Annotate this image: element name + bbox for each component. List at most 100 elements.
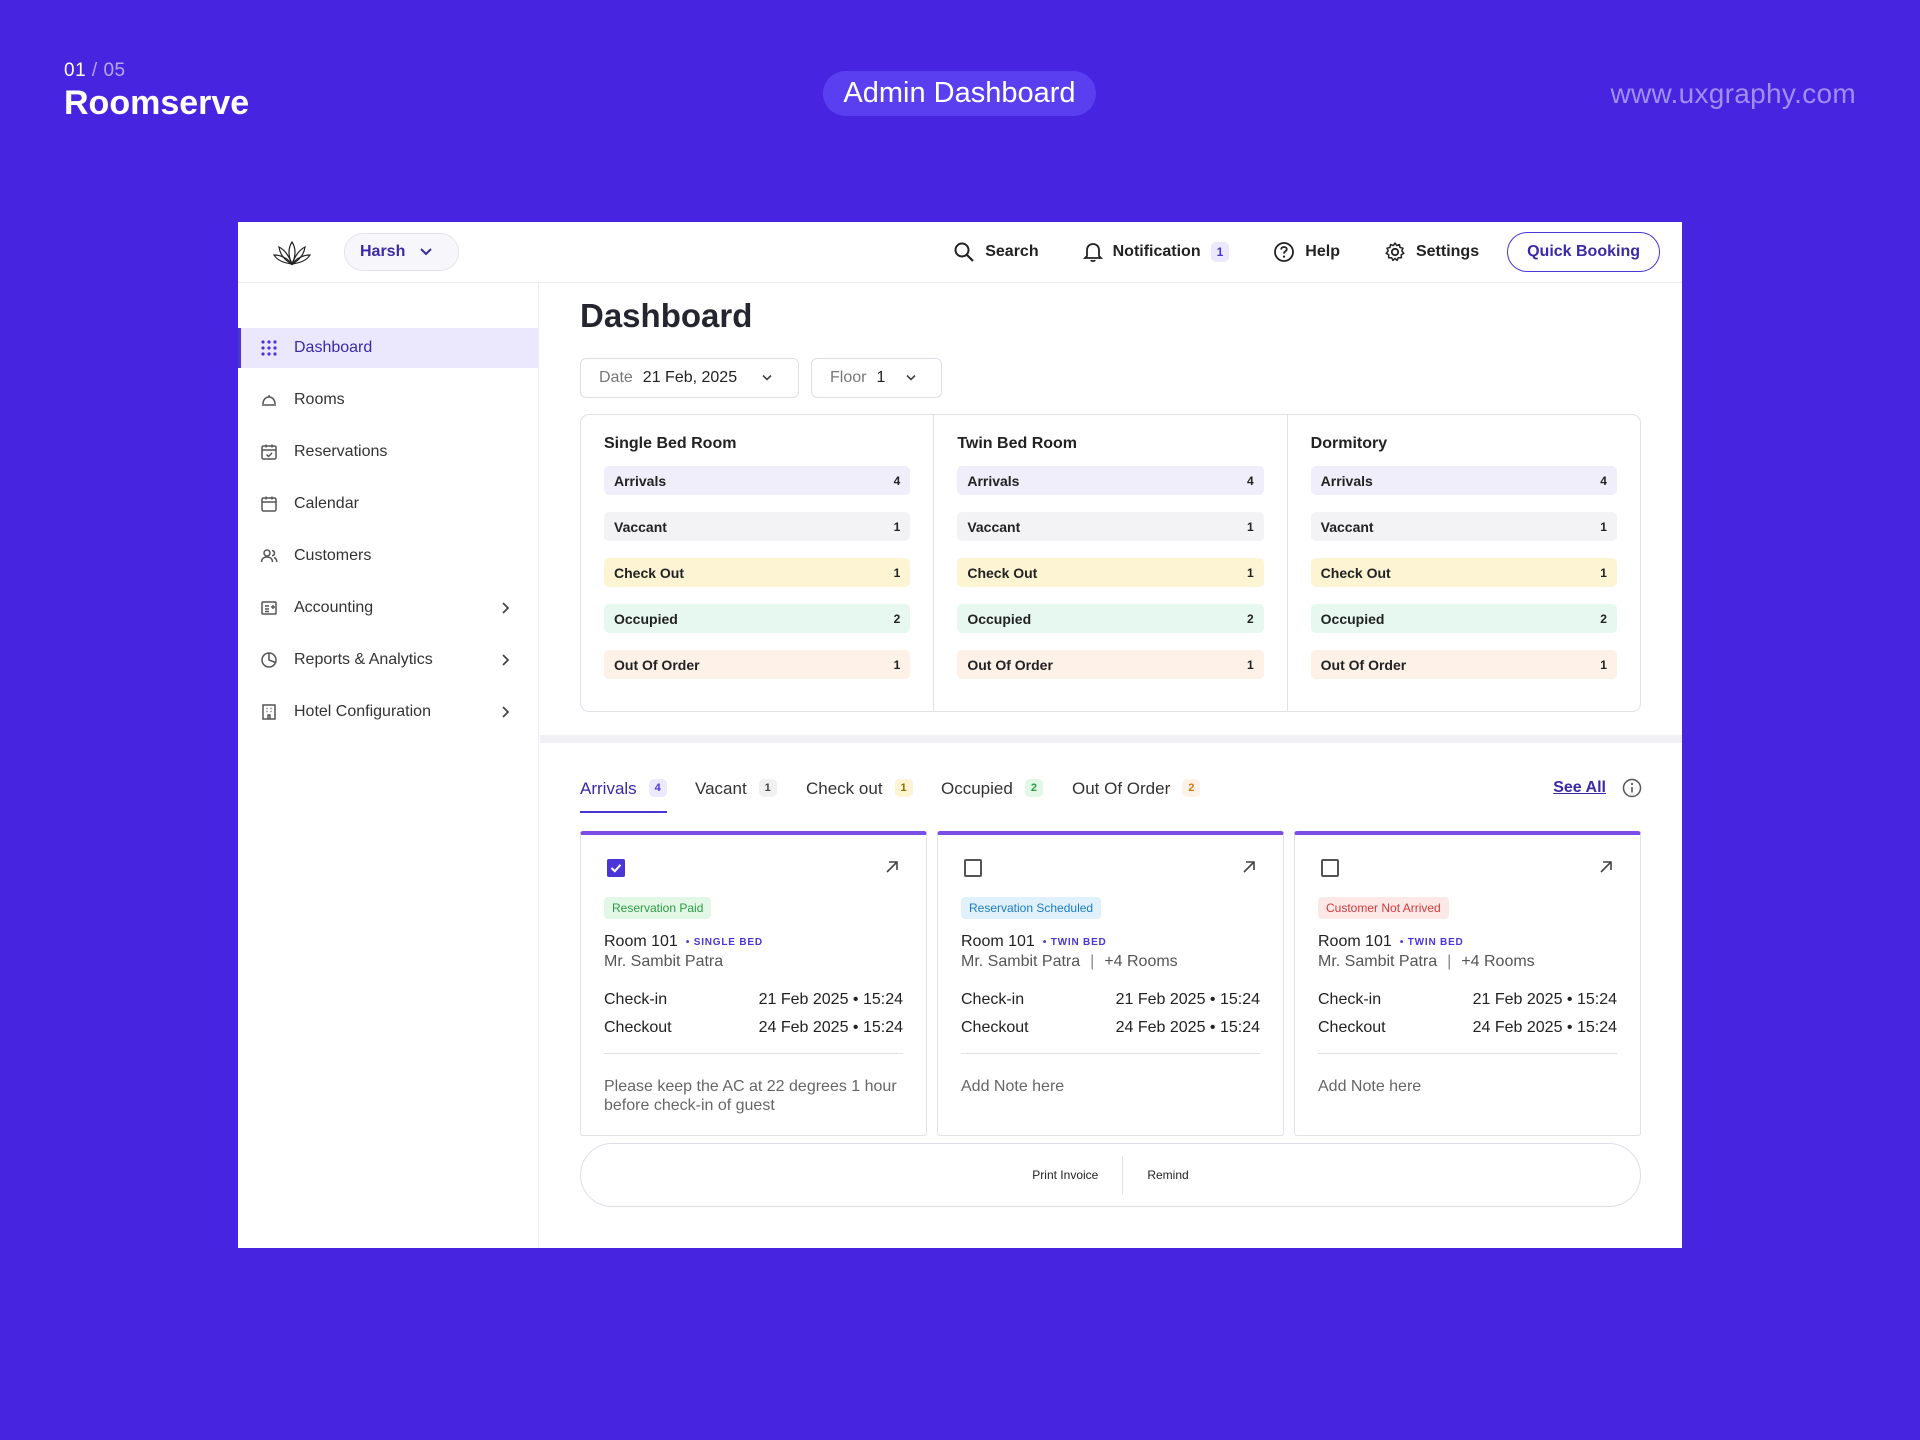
tab-check-out[interactable]: Check out 1 <box>806 777 913 813</box>
chevron-right-icon <box>502 654 510 666</box>
sidebar-item-customers[interactable]: Customers <box>238 536 538 576</box>
help-label: Help <box>1305 243 1340 260</box>
external-link-icon[interactable] <box>1598 859 1614 875</box>
sidebar-item-hotel-configuration[interactable]: Hotel Configuration <box>238 692 538 732</box>
user-dropdown[interactable]: Harsh <box>344 233 459 271</box>
stat-arrivals[interactable]: Arrivals 4 <box>957 466 1264 495</box>
sidebar-item-accounting[interactable]: Accounting <box>238 588 538 628</box>
top-bar: Harsh Search Notification 1 Help Setting… <box>238 222 1682 283</box>
stat-occupied[interactable]: Occupied 2 <box>1310 604 1617 633</box>
checkin-row: Check-in 21 Feb 2025 • 15:24 <box>1318 991 1617 1008</box>
tab-out-of-order[interactable]: Out Of Order 2 <box>1072 777 1201 813</box>
tab-vacant[interactable]: Vacant 1 <box>695 777 777 813</box>
checkout-row: Checkout 24 Feb 2025 • 15:24 <box>1318 1019 1617 1036</box>
date-filter[interactable]: Date 21 Feb, 2025 <box>580 358 799 398</box>
external-link-icon[interactable] <box>884 859 900 875</box>
room-type-title: Dormitory <box>1310 435 1388 452</box>
note-field[interactable]: Add Note here <box>961 1078 1065 1095</box>
stat-arrivals[interactable]: Arrivals 4 <box>1310 466 1617 495</box>
grid-icon <box>261 340 277 356</box>
website-url: www.uxgraphy.com <box>1610 78 1856 109</box>
sidebar-item-rooms[interactable]: Rooms <box>238 380 538 420</box>
guest-name: Mr. Sambit Patra <box>1318 953 1438 970</box>
stat-out-of-order[interactable]: Out Of Order 1 <box>957 650 1264 679</box>
quick-booking-button[interactable]: Quick Booking <box>1507 232 1660 272</box>
sidebar-item-label: Reservations <box>294 443 388 460</box>
sidebar-item-calendar[interactable]: Calendar <box>238 484 538 524</box>
see-all-link[interactable]: See All <box>1553 779 1606 796</box>
room-type-title: Single Bed Room <box>604 435 737 452</box>
print-invoice-button[interactable]: Print Invoice <box>1032 1168 1099 1182</box>
tab-count: 4 <box>648 779 667 797</box>
date-filter-label: Date <box>599 369 633 386</box>
tab-count: 1 <box>758 779 777 797</box>
sidebar-item-reservations[interactable]: Reservations <box>238 432 538 472</box>
settings-button[interactable]: Settings <box>1384 241 1479 263</box>
external-link-icon[interactable] <box>1241 859 1257 875</box>
sidebar-item-dashboard[interactable]: Dashboard <box>238 328 538 368</box>
status-tabs: Arrivals 4 Vacant 1 Check out 1 Occupied… <box>580 777 1642 813</box>
calendar-icon <box>261 496 277 512</box>
tab-occupied[interactable]: Occupied 2 <box>941 777 1043 813</box>
room-summary: Single Bed Room Arrivals 4 Vaccant 1 Check… <box>580 414 1641 712</box>
stat-check-out[interactable]: Check Out 1 <box>604 558 911 587</box>
help-button[interactable]: Help <box>1273 241 1340 263</box>
room-number: Room 101 <box>604 933 678 950</box>
sidebar-item-reports[interactable]: Reports & Analytics <box>238 640 538 680</box>
extra-rooms: +4 Rooms <box>1461 953 1535 970</box>
sidebar-item-label: Reports & Analytics <box>294 651 433 668</box>
stat-out-of-order[interactable]: Out Of Order 1 <box>604 650 911 679</box>
stat-occupied[interactable]: Occupied 2 <box>604 604 911 633</box>
room-info: Room 101 • TWIN BED <box>961 933 1107 951</box>
sidebar-item-label: Hotel Configuration <box>294 703 431 720</box>
reservation-card[interactable]: Reservation Paid Room 101 • SINGLE BED M… <box>580 831 927 1136</box>
sidebar-item-label: Accounting <box>294 599 374 616</box>
stat-arrivals[interactable]: Arrivals 4 <box>604 466 911 495</box>
stat-vacant[interactable]: Vaccant 1 <box>604 512 911 541</box>
sidebar: Dashboard Rooms Reservations Calendar Cu… <box>238 283 539 1248</box>
stat-check-out[interactable]: Check Out 1 <box>957 558 1264 587</box>
remind-button[interactable]: Remind <box>1147 1168 1189 1182</box>
product-name: Roomserve <box>64 84 250 122</box>
card-divider <box>961 1053 1260 1054</box>
card-divider <box>604 1053 903 1054</box>
search-label: Search <box>985 243 1039 260</box>
stat-occupied[interactable]: Occupied 2 <box>957 604 1264 633</box>
hotel-logo[interactable] <box>270 232 314 274</box>
room-info: Room 101 • TWIN BED <box>1318 933 1464 951</box>
checkin-row: Check-in 21 Feb 2025 • 15:24 <box>604 991 903 1008</box>
note-field[interactable]: Please keep the AC at 22 degrees 1 hour … <box>604 1078 897 1114</box>
select-checkbox[interactable] <box>964 859 982 877</box>
floor-filter[interactable]: Floor 1 <box>811 358 942 398</box>
calendar-check-icon <box>261 444 277 460</box>
accounting-icon <box>261 601 277 615</box>
reservation-card[interactable]: Reservation Scheduled Room 101 • TWIN BE… <box>937 831 1284 1136</box>
tab-count: 2 <box>1182 779 1201 797</box>
select-checkbox[interactable] <box>1321 859 1339 877</box>
room-type: • SINGLE BED <box>685 936 763 948</box>
tab-arrivals[interactable]: Arrivals 4 <box>580 777 667 813</box>
stat-vacant[interactable]: Vaccant 1 <box>957 512 1264 541</box>
gear-icon <box>1385 242 1405 262</box>
presentation-header: 01 / 05 Roomserve <box>64 60 249 123</box>
reservation-card[interactable]: Customer Not Arrived Room 101 • TWIN BED… <box>1294 831 1641 1136</box>
note-field[interactable]: Add Note here <box>1318 1078 1422 1095</box>
bell-icon <box>1082 243 1103 263</box>
cloche-icon <box>262 395 276 406</box>
building-icon <box>262 704 276 720</box>
stat-check-out[interactable]: Check Out 1 <box>1310 558 1617 587</box>
select-checkbox[interactable] <box>607 859 625 877</box>
date-filter-value: 21 Feb, 2025 <box>642 369 738 386</box>
room-number: Room 101 <box>961 933 1035 950</box>
chevron-down-icon <box>420 248 433 256</box>
chevron-down-icon <box>762 374 772 381</box>
search-button[interactable]: Search <box>953 241 1039 263</box>
stat-vacant[interactable]: Vaccant 1 <box>1310 512 1617 541</box>
notification-button[interactable]: Notification 1 <box>1082 241 1230 263</box>
guest-name: Mr. Sambit Patra <box>604 953 724 970</box>
stat-out-of-order[interactable]: Out Of Order 1 <box>1310 650 1617 679</box>
status-badge: Customer Not Arrived <box>1318 897 1449 919</box>
checkout-row: Checkout 24 Feb 2025 • 15:24 <box>961 1019 1260 1036</box>
info-icon[interactable] <box>1622 778 1642 798</box>
page-indicator: 01 / 05 <box>64 60 126 81</box>
